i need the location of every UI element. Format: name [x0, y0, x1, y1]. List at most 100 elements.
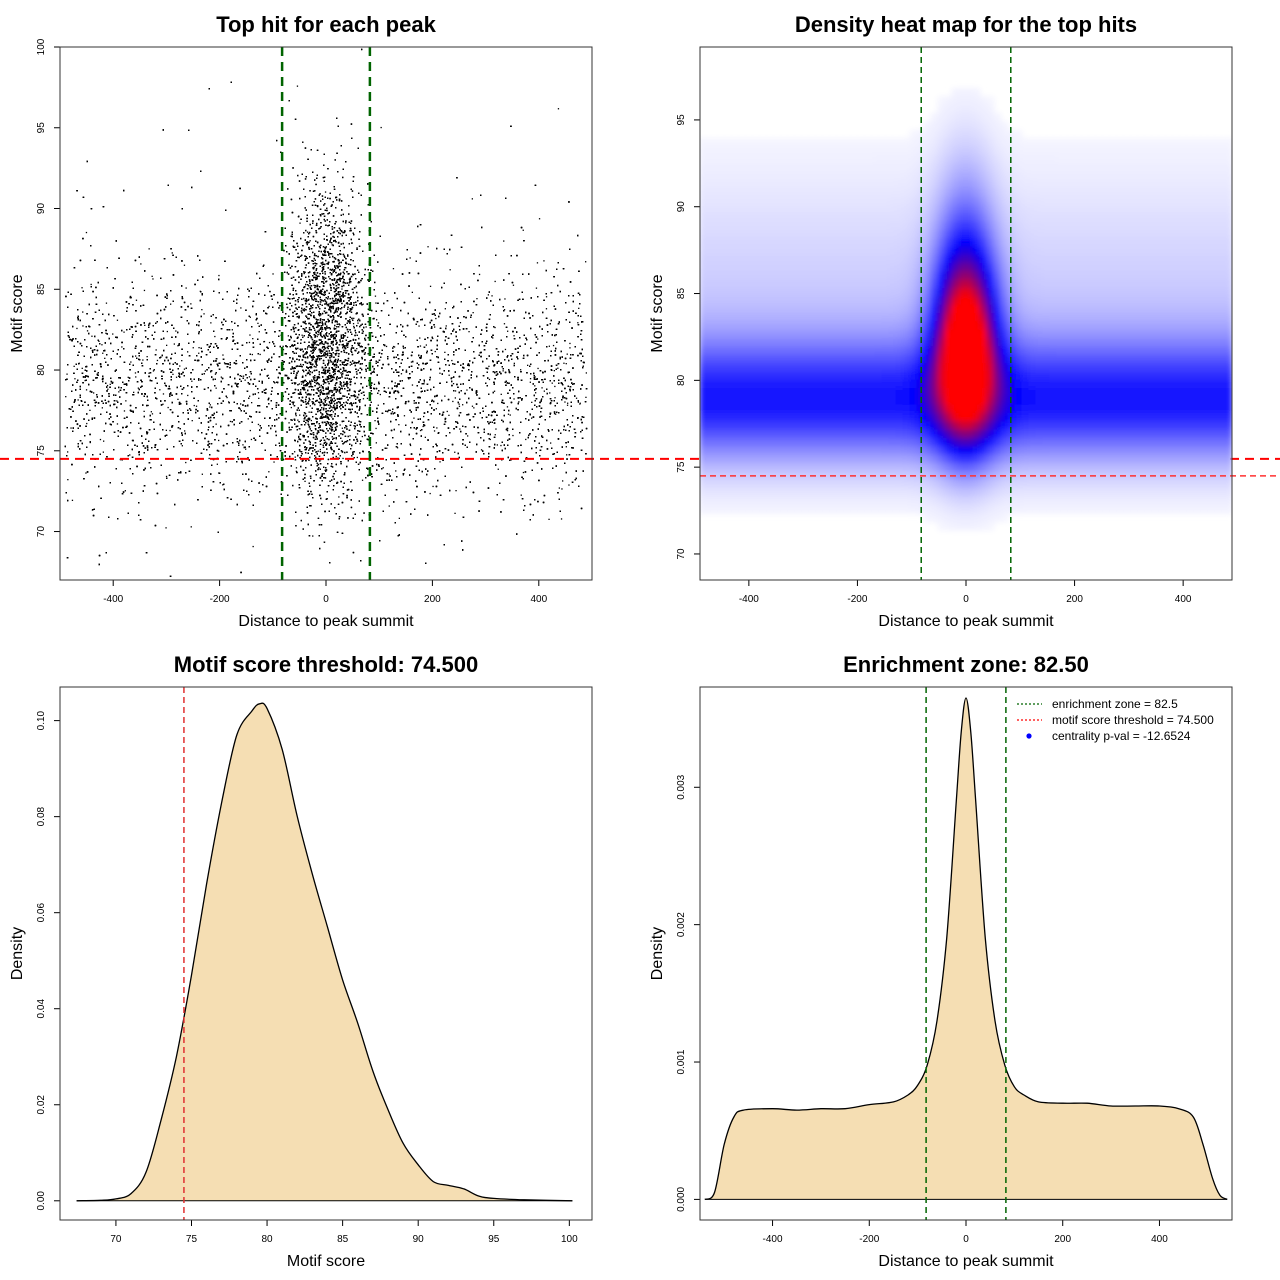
data-point: [267, 374, 269, 376]
data-point: [135, 376, 137, 378]
data-point: [512, 284, 515, 286]
data-point: [273, 461, 275, 463]
data-point: [413, 417, 415, 419]
data-point: [549, 392, 551, 394]
data-point: [432, 485, 434, 488]
data-point: [209, 404, 211, 406]
data-point: [105, 332, 107, 334]
data-point: [258, 397, 260, 399]
y-tick-label: 85: [36, 283, 47, 295]
data-point: [167, 406, 169, 409]
data-point: [534, 376, 536, 378]
data-point: [124, 490, 126, 492]
data-point: [148, 248, 150, 250]
data-point: [242, 375, 245, 377]
data-point: [394, 382, 396, 384]
data-point: [239, 408, 241, 410]
data-point: [165, 527, 167, 529]
data-point: [503, 240, 505, 242]
data-point: [506, 406, 509, 408]
data-point: [439, 372, 441, 374]
data-point: [201, 309, 203, 311]
data-point: [356, 348, 358, 350]
data-point: [85, 472, 87, 474]
data-point: [454, 451, 456, 453]
data-point: [317, 356, 319, 358]
data-point: [569, 347, 571, 349]
data-point: [353, 425, 355, 427]
data-point: [386, 447, 388, 449]
data-point: [185, 287, 187, 289]
data-point: [150, 411, 152, 413]
data-point: [350, 402, 352, 405]
data-point: [503, 323, 506, 325]
data-point: [222, 484, 224, 486]
data-point: [175, 330, 177, 332]
data-point: [509, 414, 511, 416]
data-point: [471, 198, 473, 200]
data-point: [215, 387, 217, 389]
data-point: [116, 400, 118, 402]
data-point: [249, 429, 251, 432]
data-point: [478, 273, 481, 276]
data-point: [98, 340, 100, 342]
data-point: [520, 494, 522, 496]
data-point: [425, 344, 427, 346]
data-point: [578, 307, 580, 309]
data-point: [454, 390, 457, 392]
data-point: [309, 405, 311, 407]
data-point: [429, 492, 431, 495]
data-point: [513, 398, 515, 400]
data-point: [531, 401, 533, 403]
data-point: [454, 397, 456, 399]
y-tick-label: 80: [36, 364, 47, 376]
data-point: [101, 407, 103, 409]
data-point: [198, 352, 200, 354]
data-point: [555, 413, 557, 415]
data-point: [506, 430, 509, 432]
data-point: [331, 361, 333, 363]
data-point: [319, 448, 321, 451]
data-point: [579, 402, 581, 404]
data-point: [389, 409, 391, 411]
data-point: [554, 385, 556, 388]
data-point: [466, 389, 468, 391]
data-point: [165, 475, 168, 478]
data-point: [293, 382, 295, 384]
data-point: [562, 480, 564, 482]
data-point: [382, 467, 384, 469]
data-point: [118, 391, 120, 393]
data-point: [229, 420, 232, 423]
data-point: [497, 468, 499, 470]
data-point: [101, 344, 103, 346]
data-point: [313, 284, 315, 286]
y-tick-label: 90: [36, 203, 47, 215]
data-point: [109, 383, 111, 385]
data-point: [535, 287, 538, 289]
data-point: [91, 335, 93, 337]
data-point: [112, 333, 114, 335]
data-point: [504, 298, 506, 300]
data-point: [553, 413, 556, 415]
data-point: [362, 303, 364, 305]
data-point: [143, 410, 145, 412]
data-point: [156, 359, 159, 362]
data-point: [507, 413, 510, 415]
data-point: [437, 402, 439, 405]
data-point: [459, 428, 461, 430]
data-point: [166, 330, 168, 333]
data-point: [302, 436, 304, 438]
data-point: [343, 346, 346, 348]
data-point: [402, 347, 405, 349]
data-point: [550, 442, 552, 444]
data-point: [181, 360, 183, 362]
data-point: [106, 384, 109, 387]
data-point: [531, 417, 533, 419]
data-point: [89, 409, 91, 411]
data-point: [545, 296, 548, 298]
data-point: [566, 353, 568, 355]
data-point: [258, 331, 260, 333]
data-point: [116, 319, 119, 321]
data-point: [452, 400, 454, 403]
